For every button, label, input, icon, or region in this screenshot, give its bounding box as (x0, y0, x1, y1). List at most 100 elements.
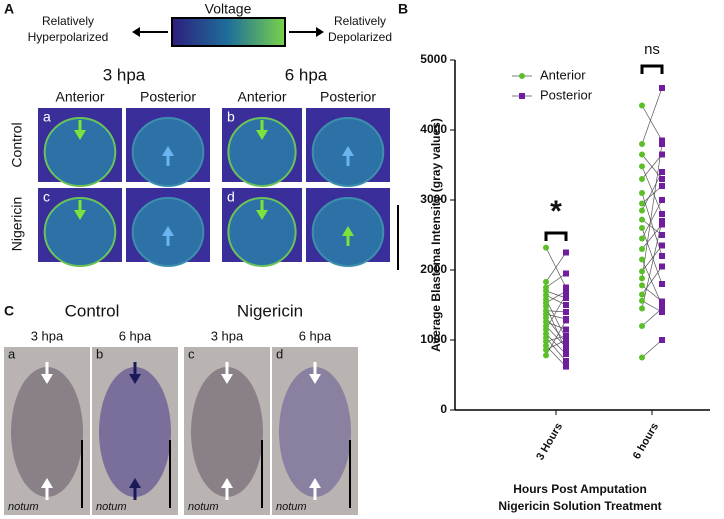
point (659, 85, 665, 91)
bracket (640, 64, 664, 74)
point (639, 275, 645, 282)
arrowhead (162, 226, 174, 236)
tissue (227, 117, 297, 187)
panel-label: B (398, 1, 408, 17)
legend-right: Depolarized (328, 30, 392, 44)
image-letter: b (227, 109, 235, 125)
point (543, 338, 549, 345)
point (543, 292, 549, 299)
point (639, 190, 645, 196)
point (659, 183, 665, 189)
point (563, 317, 569, 324)
pair-line (641, 245, 663, 272)
arrowhead (342, 226, 354, 236)
point (659, 197, 665, 203)
image-letter: d (227, 189, 235, 205)
point (659, 281, 665, 287)
point (659, 298, 665, 305)
point (563, 302, 569, 308)
subcolumn-title: Anterior (237, 89, 286, 105)
point (639, 200, 645, 207)
point (639, 102, 645, 109)
point (563, 326, 569, 333)
image-letter: a (8, 346, 16, 361)
x-axis-label: Nigericin Solution Treatment (498, 499, 661, 513)
y-axis-label: Average Blastema Intensity (gray values) (429, 118, 443, 352)
point (659, 137, 665, 144)
worm (11, 367, 83, 497)
pair-line (641, 266, 663, 295)
point (659, 221, 665, 228)
pair-line (545, 290, 567, 304)
row-title: Nigericin (9, 197, 25, 251)
point (639, 354, 645, 361)
arrowhead (74, 210, 86, 220)
annotation: ns (644, 41, 660, 58)
point (639, 216, 645, 223)
point (563, 351, 569, 357)
pair-line (545, 299, 567, 339)
pair-line (545, 252, 567, 283)
point (659, 253, 665, 259)
gene-label: notum (276, 501, 307, 513)
point (543, 342, 549, 349)
pair-line (641, 300, 663, 313)
panel-label: A (4, 1, 14, 17)
pair-line (641, 308, 663, 327)
gene-label: notum (188, 501, 219, 513)
point (639, 225, 645, 231)
legend-left: Relatively (42, 14, 94, 28)
point (639, 297, 645, 304)
point (563, 363, 569, 370)
image-letter: c (188, 346, 195, 361)
legend-marker (519, 93, 525, 99)
arrowhead (41, 374, 53, 384)
arrowhead (41, 478, 53, 488)
point (659, 141, 665, 147)
point (563, 295, 569, 301)
point (639, 163, 645, 170)
point (639, 207, 645, 214)
subcolumn-title: Posterior (320, 89, 376, 105)
pair-line (545, 273, 567, 288)
point (639, 291, 645, 298)
point (563, 358, 569, 364)
point (639, 151, 645, 158)
point (543, 303, 549, 310)
image-letter: b (96, 346, 103, 361)
panel-c-images: 3 hpa a notum 6 hpa b notum 3 hpa c notum 6 hpa d n… (4, 328, 358, 515)
point (639, 176, 645, 182)
x-tick-label: 6 hours (631, 421, 661, 461)
point (659, 242, 665, 249)
point (563, 309, 569, 315)
point (563, 284, 569, 291)
point (563, 337, 569, 343)
pair-line (545, 290, 567, 299)
arrowhead (342, 146, 354, 156)
panel-label: C (4, 303, 14, 319)
y-tick-label: 2000 (420, 262, 447, 276)
point (659, 302, 665, 308)
gene-label: notum (96, 501, 127, 513)
pair-line (641, 339, 663, 358)
image-letter: c (43, 189, 50, 205)
point (543, 278, 549, 285)
arrowhead (129, 478, 141, 488)
pair-line (641, 87, 663, 145)
point (563, 344, 569, 350)
y-tick-label: 4000 (420, 122, 447, 136)
point (659, 151, 665, 158)
pair-line (545, 325, 567, 348)
image-letter: d (276, 346, 283, 361)
point (563, 347, 569, 354)
point (639, 235, 645, 242)
group-title: Nigericin (237, 301, 303, 320)
arrowhead (129, 374, 141, 384)
pair-line (641, 220, 663, 309)
x-tick-label: 3 Hours (534, 421, 565, 462)
point (659, 211, 665, 217)
arrowhead (162, 146, 174, 156)
arrowhead (309, 374, 321, 384)
point (563, 291, 569, 298)
